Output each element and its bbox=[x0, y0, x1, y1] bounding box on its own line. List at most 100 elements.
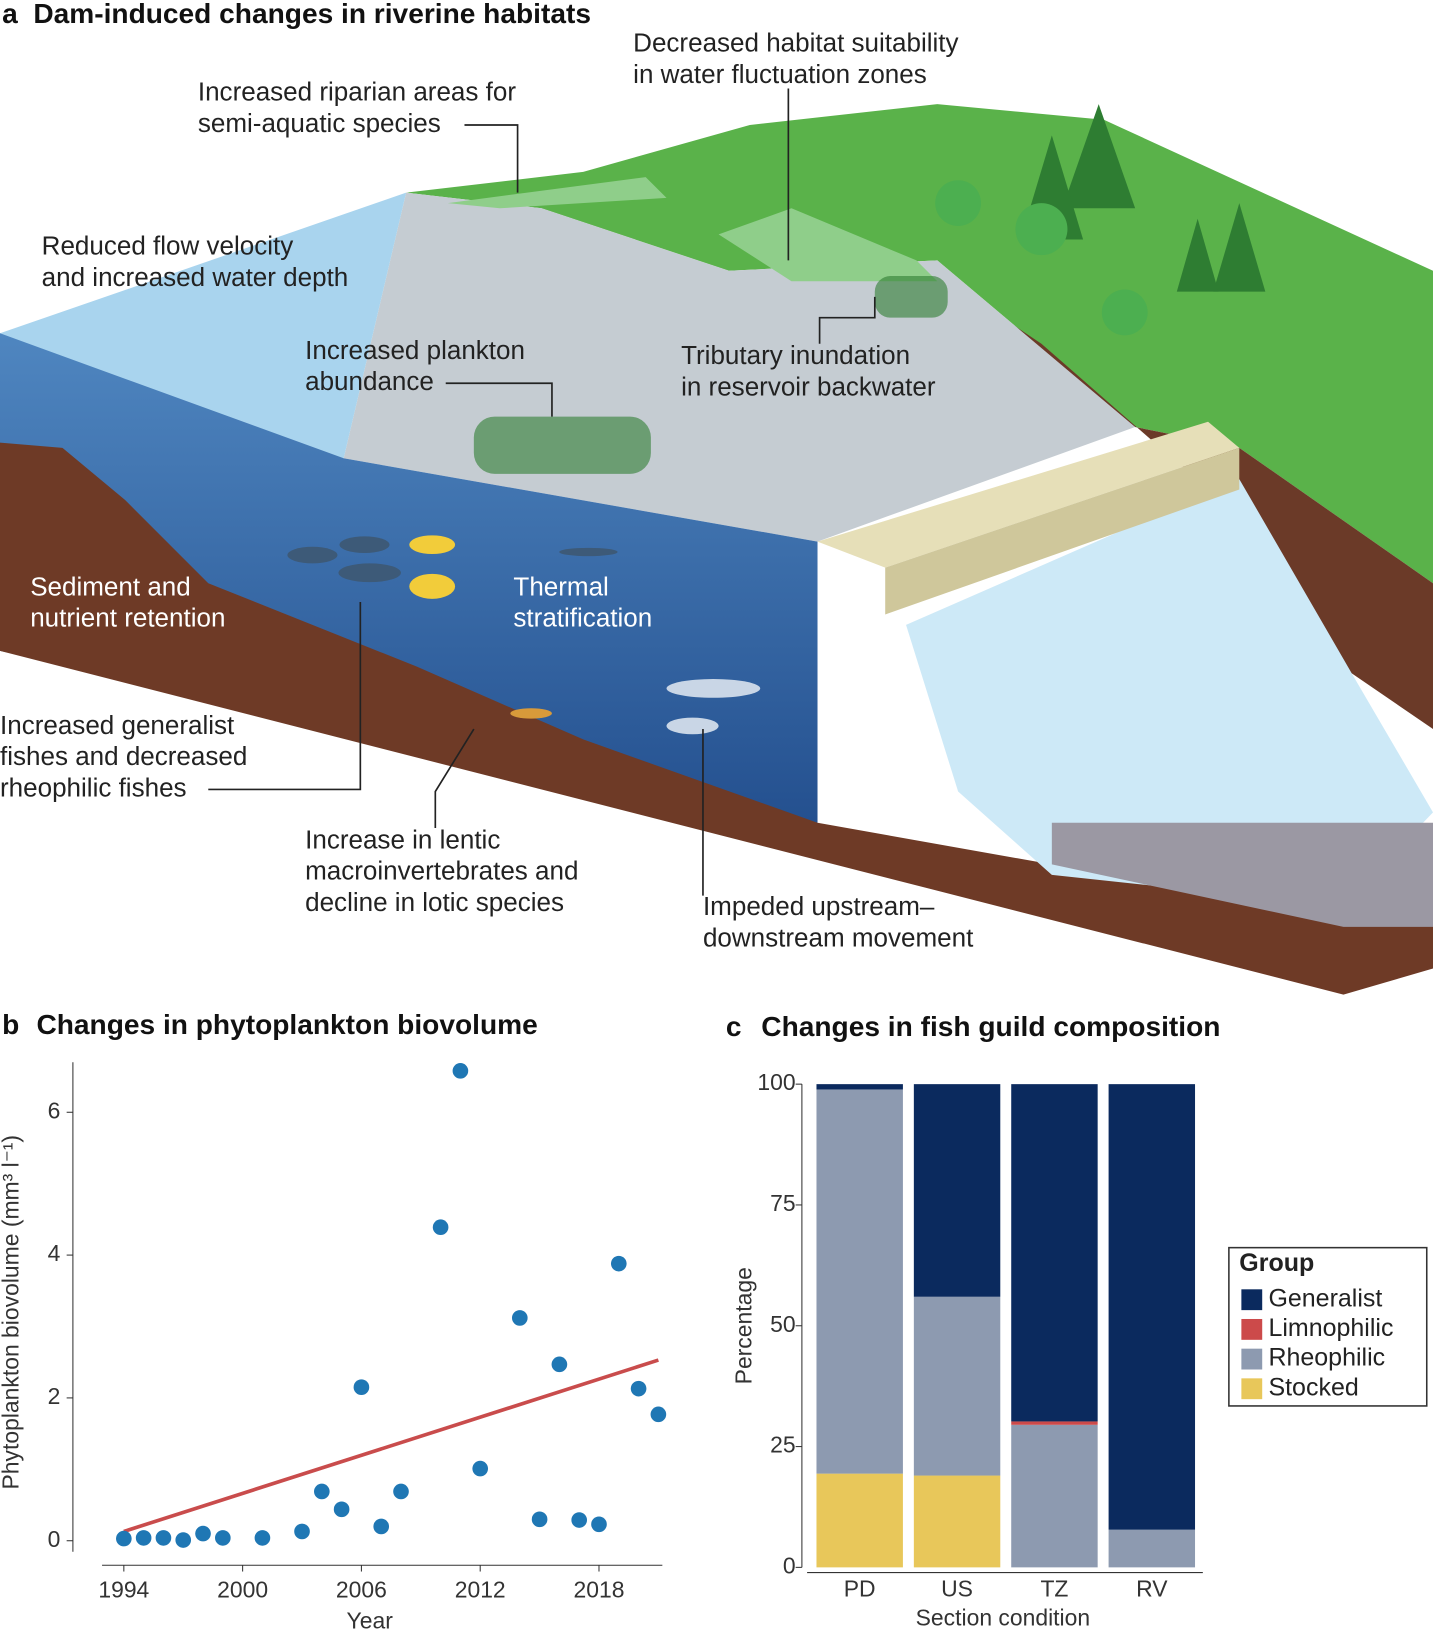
legend-swatch bbox=[1241, 1289, 1263, 1311]
x-tick-label: 1994 bbox=[98, 1576, 149, 1602]
x-tick-label: 2006 bbox=[336, 1576, 387, 1602]
dam-top bbox=[817, 421, 1240, 568]
bar-segment bbox=[1108, 1529, 1196, 1568]
annotation-line: in water fluctuation zones bbox=[633, 59, 927, 89]
panel-letter: c bbox=[726, 1011, 742, 1042]
bar-segment bbox=[1011, 1084, 1098, 1422]
annotation-line: downstream movement bbox=[703, 922, 974, 952]
annotation-line: Increased plankton bbox=[305, 335, 525, 365]
annotation-line: Thermal bbox=[513, 571, 608, 601]
dam-face bbox=[885, 447, 1240, 615]
land bbox=[406, 104, 1433, 584]
legend-label: Limnophilic bbox=[1268, 1314, 1393, 1342]
legend-label: Rheophilic bbox=[1268, 1344, 1385, 1372]
x-axis-label: Year bbox=[347, 1608, 394, 1633]
stacked-bar-chart: c Changes in fish guild composition 0 25 50 7… bbox=[726, 1011, 1428, 1630]
point bbox=[175, 1532, 192, 1548]
point bbox=[195, 1525, 211, 1542]
panel-title: Changes in phytoplankton biovolume bbox=[36, 1009, 537, 1040]
x-tick-label: 2018 bbox=[574, 1576, 625, 1602]
annotation-line: in reservoir backwater bbox=[681, 371, 936, 401]
plankton bbox=[473, 276, 948, 474]
bar-segment bbox=[816, 1089, 903, 1474]
annotation-line: Increased generalist bbox=[0, 710, 235, 740]
y-tick-label: 25 bbox=[770, 1432, 795, 1458]
riparian bbox=[447, 177, 667, 209]
legend-title: Group bbox=[1239, 1249, 1314, 1277]
x-tick-label: RV bbox=[1136, 1575, 1168, 1601]
y-tick-label: 0 bbox=[48, 1526, 61, 1552]
downstream bbox=[1051, 822, 1433, 927]
waterfall bbox=[906, 479, 1433, 907]
point bbox=[432, 1219, 449, 1236]
scatter-chart: b Changes in phytoplankton biovolume 0 2 4 6 1… bbox=[0, 1009, 667, 1634]
annotation-line: fishes and decreased bbox=[0, 741, 247, 771]
x-tick-label: US bbox=[941, 1575, 973, 1601]
annotation-line: nutrient retention bbox=[30, 603, 225, 633]
bar-segment bbox=[913, 1475, 1001, 1568]
diagram: a Dam-induced changes in riverine habita… bbox=[0, 0, 1433, 995]
point bbox=[591, 1516, 607, 1533]
bar-segment bbox=[816, 1473, 903, 1568]
y-axis-label: Percentage bbox=[731, 1267, 757, 1384]
point bbox=[353, 1379, 370, 1396]
x-tick-label: PD bbox=[844, 1575, 876, 1601]
front-water bbox=[0, 333, 818, 823]
y-tick-label: 6 bbox=[48, 1097, 61, 1123]
panel-title: Dam-induced changes in riverine habitats bbox=[33, 0, 591, 29]
sediment bbox=[0, 442, 1433, 995]
point bbox=[610, 1255, 627, 1272]
panel-title: Changes in fish guild composition bbox=[761, 1011, 1220, 1042]
annotation-line: Tributary inundation bbox=[681, 340, 910, 370]
annotation-line: stratification bbox=[513, 603, 652, 633]
annotation-line: Sediment and bbox=[30, 571, 191, 601]
x-tick-label: 2012 bbox=[455, 1576, 506, 1602]
y-tick-label: 100 bbox=[757, 1069, 795, 1095]
trend-line bbox=[123, 1358, 659, 1534]
point bbox=[333, 1501, 350, 1518]
point bbox=[511, 1310, 528, 1326]
point bbox=[452, 1063, 469, 1079]
annotation-line: and increased water depth bbox=[42, 262, 349, 292]
annotation-line: abundance bbox=[305, 366, 434, 396]
point bbox=[630, 1380, 647, 1397]
fish bbox=[287, 535, 761, 735]
x-tick-label: 2000 bbox=[217, 1576, 268, 1602]
point bbox=[254, 1530, 271, 1546]
x-axis-label: Section condition bbox=[916, 1604, 1090, 1630]
bar-segment bbox=[913, 1084, 1001, 1297]
bar-segment bbox=[1011, 1424, 1098, 1568]
y-tick-label: 4 bbox=[48, 1240, 61, 1266]
annotation-line: macroinvertebrates and bbox=[305, 856, 578, 886]
annotation-line: Decreased habitat suitability bbox=[633, 28, 958, 58]
bar-segment bbox=[816, 1084, 903, 1090]
panel-letter: a bbox=[2, 0, 18, 29]
annotation-line: Reduced flow velocity bbox=[42, 231, 294, 261]
point bbox=[215, 1530, 231, 1546]
legend-label: Generalist bbox=[1268, 1284, 1382, 1312]
legend-label: Stocked bbox=[1268, 1373, 1358, 1401]
point bbox=[373, 1518, 390, 1535]
annotation-line: rheophilic fishes bbox=[0, 772, 187, 802]
leader-lines bbox=[208, 88, 876, 896]
fluctuation-zone bbox=[718, 208, 938, 282]
y-tick-label: 75 bbox=[770, 1190, 795, 1216]
point bbox=[650, 1406, 667, 1423]
y-tick-label: 2 bbox=[48, 1383, 61, 1409]
point bbox=[314, 1483, 330, 1500]
point bbox=[551, 1356, 568, 1373]
panel-letter: b bbox=[2, 1009, 19, 1040]
y-tick-label: 50 bbox=[770, 1311, 795, 1337]
y-tick-label: 0 bbox=[783, 1552, 796, 1578]
annotation-line: decline in lotic species bbox=[305, 887, 564, 917]
point bbox=[472, 1460, 489, 1477]
legend-swatch bbox=[1241, 1318, 1263, 1340]
point bbox=[135, 1530, 152, 1546]
point bbox=[294, 1523, 310, 1540]
point bbox=[116, 1530, 132, 1547]
point bbox=[571, 1512, 588, 1528]
annotations: Increased riparian areas forsemi-aquatic… bbox=[0, 28, 974, 953]
legend-swatch bbox=[1241, 1348, 1263, 1370]
trees bbox=[935, 104, 1266, 336]
